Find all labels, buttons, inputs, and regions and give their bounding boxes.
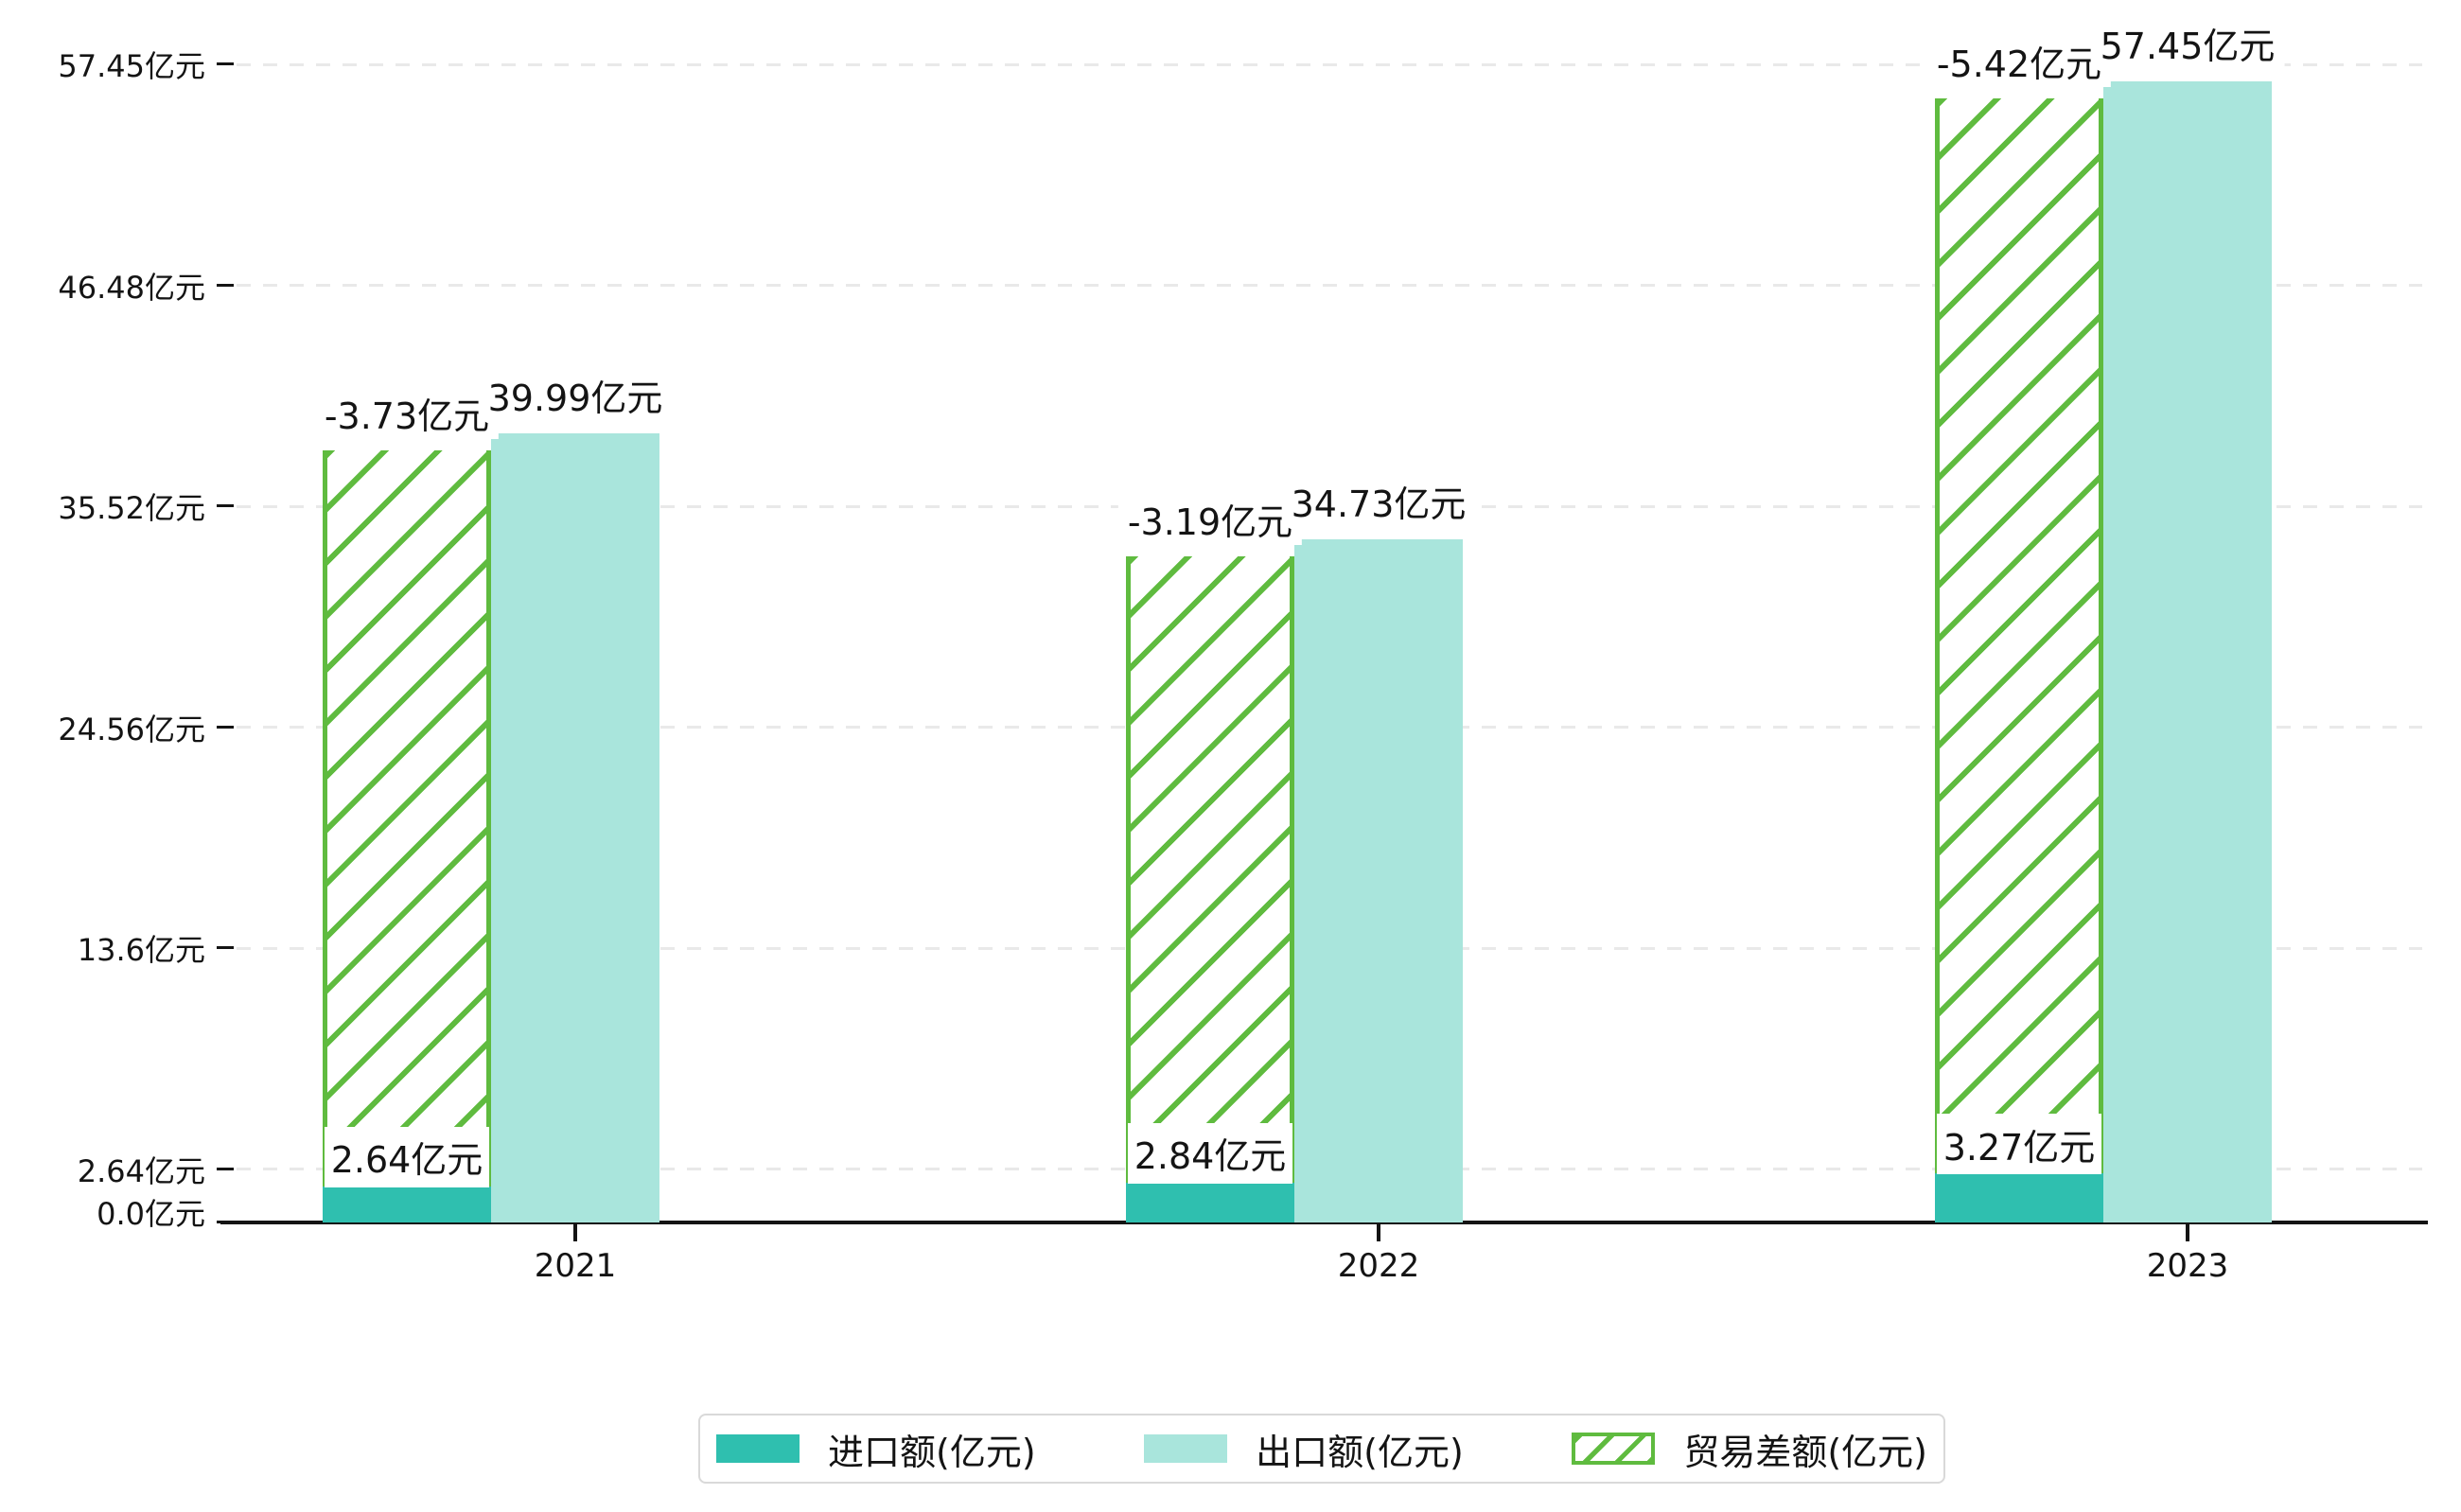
x-axis-tick — [2186, 1222, 2189, 1241]
export-bar — [2103, 81, 2272, 1222]
legend-item-balance[interactable]: 贸易差额(亿元) — [1572, 1423, 1927, 1475]
y-axis-tick — [217, 283, 234, 287]
export-bar — [1294, 539, 1463, 1222]
import-value-label: 2.64亿元 — [325, 1126, 489, 1187]
y-axis-tick — [217, 62, 234, 66]
gridline — [237, 284, 2422, 288]
y-axis-tick-label: 13.6亿元 — [77, 932, 205, 969]
trade-balance-bar — [1126, 556, 1294, 1183]
legend-label-balance: 贸易差额(亿元) — [1683, 1431, 1927, 1473]
trade-balance-bar — [323, 450, 491, 1187]
balance-hatch-swatch-icon — [1572, 1433, 1656, 1465]
export-value-label: 57.45亿元 — [2090, 16, 2285, 70]
import-bar — [323, 1186, 491, 1222]
x-axis-line — [220, 1221, 2428, 1224]
export-bar — [491, 433, 659, 1222]
x-axis-category-label: 2023 — [2146, 1247, 2229, 1285]
import-swatch-icon — [716, 1434, 800, 1463]
balance-value-label: -3.19亿元 — [1117, 492, 1303, 546]
trade-balance-bar — [1935, 98, 2103, 1174]
x-axis-category-label: 2022 — [1337, 1247, 1420, 1285]
legend-label-export: 出口额(亿元) — [1256, 1431, 1464, 1473]
y-axis-tick — [217, 1167, 234, 1170]
export-swatch-icon — [1144, 1434, 1228, 1463]
y-axis-tick-label: 46.48亿元 — [58, 269, 205, 306]
y-axis-tick-label: 57.45亿元 — [58, 48, 205, 85]
x-axis-tick — [573, 1222, 577, 1241]
import-bar — [1935, 1173, 2103, 1222]
import-value-label: 2.84亿元 — [1128, 1122, 1292, 1184]
balance-value-label: -3.73亿元 — [314, 386, 500, 440]
y-axis-tick-label: 35.52亿元 — [58, 490, 205, 527]
x-axis-category-label: 2021 — [534, 1247, 617, 1285]
import-value-label: 3.27亿元 — [1937, 1114, 2101, 1175]
export-value-label: 34.73亿元 — [1281, 474, 1476, 528]
x-axis-tick — [1377, 1222, 1380, 1241]
legend-item-export[interactable]: 出口额(亿元) — [1144, 1423, 1464, 1475]
y-axis-tick-label: 2.64亿元 — [77, 1152, 205, 1189]
gridline — [237, 62, 2422, 66]
y-axis-tick — [217, 946, 234, 950]
legend: 进口额(亿元) 出口额(亿元) 贸易差额(亿元) — [698, 1414, 1945, 1484]
y-axis-tick — [217, 504, 234, 508]
y-axis-tick-label: 0.0亿元 — [97, 1196, 205, 1232]
y-axis-tick — [217, 725, 234, 729]
import-bar — [1126, 1182, 1294, 1222]
balance-value-label: -5.42亿元 — [1926, 34, 2112, 88]
legend-label-import: 进口额(亿元) — [828, 1431, 1036, 1473]
y-axis-tick-label: 24.56亿元 — [58, 711, 205, 747]
export-value-label: 39.99亿元 — [478, 368, 673, 422]
legend-item-import[interactable]: 进口额(亿元) — [716, 1423, 1036, 1475]
